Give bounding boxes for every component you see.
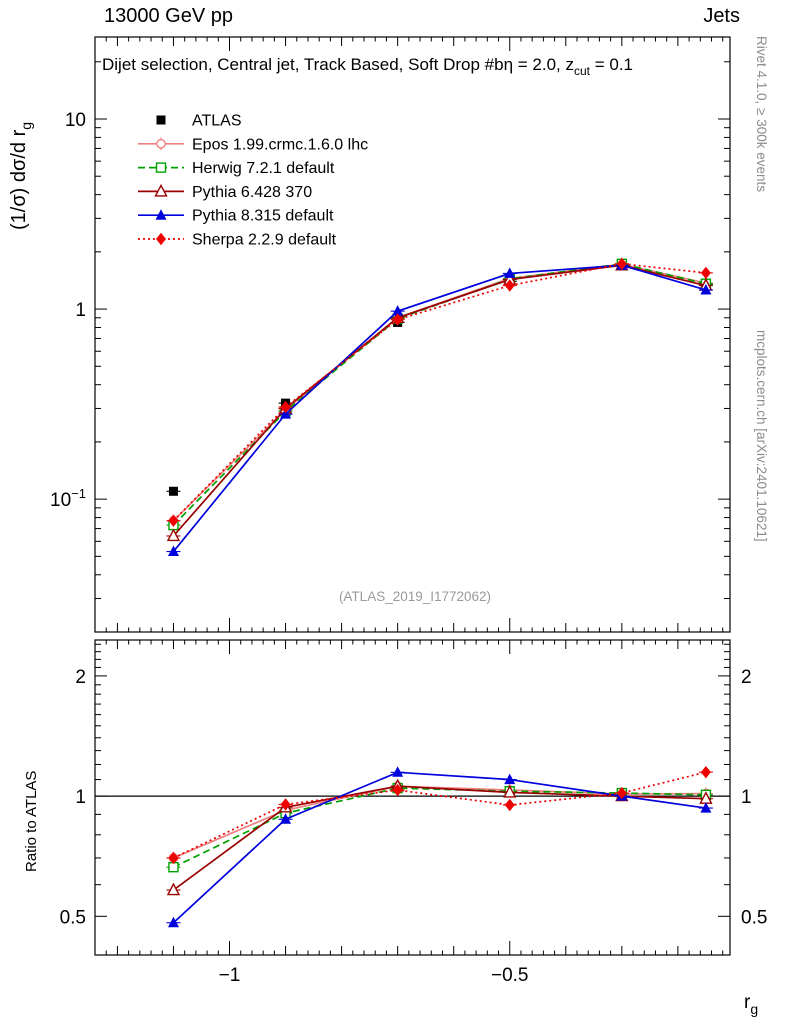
series-epos-1-99-crmc-1-6-0-lhc [166, 258, 713, 865]
legend-item: ATLAS [156, 113, 242, 130]
header-left-title: 13000 GeV pp [104, 5, 233, 27]
legend-label: Sherpa 2.2.9 default [192, 232, 337, 249]
panel-title-text: Dijet selection, Central jet, Track Base… [102, 55, 574, 74]
panel-title-subscript: cut [573, 64, 590, 78]
axis-ticks [95, 37, 730, 955]
legend-item: Sherpa 2.2.9 default [138, 232, 337, 249]
legend-label: Pythia 6.428 370 [192, 184, 312, 201]
legend: ATLAS Epos 1.99.crmc.1.6.0 lhc Herwig 7.2.… [138, 113, 368, 249]
x-axis-label: rg [744, 992, 758, 1017]
legend-item: Epos 1.99.crmc.1.6.0 lhc [138, 136, 368, 153]
main-panel-frame [94, 36, 731, 633]
legend-item: Herwig 7.2.1 default [138, 160, 335, 177]
chart-generated-content: −1 −0.5 10 1 10−1 2 2 1 1 0.5 0.5 ATLAS Epos 1.99.cr… [50, 36, 767, 986]
panel-title-end: = 0.1 [590, 55, 634, 74]
y-axis-label: (1/σ) dσ/d rg [8, 122, 34, 230]
series-line-sherpa-2-2-9-default [172, 262, 706, 522]
ratio-tick-label-left: 0.5 [60, 907, 86, 928]
ratio-tick-label-right: 1 [741, 787, 752, 808]
series-line-pythia-8-315-default [172, 264, 707, 553]
header-right-title: Jets [703, 5, 740, 27]
y-tick-label: 10−1 [50, 486, 86, 511]
legend-item: Pythia 8.315 default [138, 208, 334, 225]
x-tick-label: −1 [219, 965, 241, 986]
series-herwig-7-2-1-default [166, 258, 713, 873]
mcplots-note: mcplots.cern.ch [arXiv:2401.10621] [754, 330, 769, 542]
legend-item: Pythia 6.428 370 [138, 183, 312, 201]
ratio-line-herwig-7-2-1-default [173, 787, 706, 868]
ratio-tick-label-right: 0.5 [741, 907, 767, 928]
series-pythia-6-428-370 [166, 257, 713, 896]
watermark: (ATLAS_2019_I1772062) [339, 589, 491, 604]
series-sherpa-2-2-9-default [166, 257, 713, 865]
ratio-line-pythia-8-315-default [172, 771, 707, 924]
x-tick-label: −0.5 [491, 965, 529, 986]
ratio-panel-frame [94, 639, 731, 956]
series-line-pythia-6-428-370 [172, 264, 707, 537]
y-tick-label: 10 [65, 110, 86, 131]
legend-label: ATLAS [192, 113, 242, 130]
legend-label: Epos 1.99.crmc.1.6.0 lhc [192, 136, 368, 153]
rivet-version-note: Rivet 4.1.0, ≥ 300k events [754, 36, 769, 192]
legend-label: Pythia 8.315 default [192, 208, 334, 225]
ratio-tick-label-left: 2 [75, 667, 86, 688]
ratio-line-sherpa-2-2-9-default [173, 771, 707, 859]
series-pythia-8-315-default [166, 259, 713, 928]
ratio-tick-label-left: 1 [75, 787, 86, 808]
ratio-tick-label-right: 2 [741, 667, 752, 688]
tick-labels: −1 −0.5 10 1 10−1 2 2 1 1 0.5 0.5 [50, 110, 767, 986]
panel-title: Dijet selection, Central jet, Track Base… [102, 54, 633, 82]
ratio-line-pythia-6-428-370 [172, 785, 706, 891]
ratio-y-axis-label: Ratio to ATLAS [23, 771, 40, 872]
y-tick-label: 1 [75, 300, 86, 321]
legend-label: Herwig 7.2.1 default [192, 160, 335, 177]
